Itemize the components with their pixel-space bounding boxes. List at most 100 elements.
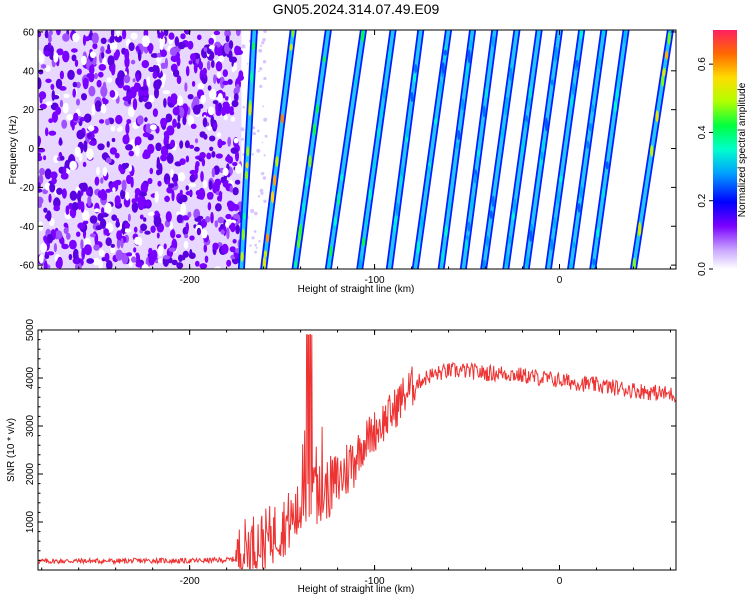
noise-blob bbox=[200, 171, 204, 182]
stripe-hotspot bbox=[427, 165, 431, 175]
noise-blob bbox=[175, 234, 182, 239]
noise-blob bbox=[190, 123, 197, 129]
stripe-hotspot bbox=[484, 87, 489, 99]
noise-blob bbox=[39, 103, 47, 110]
noise-blob bbox=[160, 49, 168, 57]
stripe-hotspot bbox=[525, 253, 529, 268]
stripe-hotspot bbox=[632, 257, 636, 269]
noise-blob bbox=[100, 46, 105, 53]
noise-blob bbox=[203, 244, 208, 253]
noise-speck bbox=[249, 244, 252, 247]
noise-speck bbox=[242, 105, 245, 109]
noise-blob bbox=[156, 79, 162, 87]
noise-blob bbox=[228, 219, 237, 224]
noise-blob bbox=[168, 247, 177, 252]
noise-blob bbox=[118, 126, 123, 132]
noise-blob bbox=[146, 76, 151, 88]
noise-blob bbox=[160, 30, 164, 40]
noise-blob bbox=[127, 91, 133, 98]
noise-blob bbox=[130, 176, 134, 188]
noise-blob bbox=[56, 48, 64, 56]
noise-blob bbox=[163, 98, 167, 108]
noise-blob bbox=[162, 90, 170, 95]
noise-speck bbox=[264, 134, 268, 138]
noise-blob bbox=[40, 64, 47, 69]
noise-blob bbox=[102, 56, 107, 65]
noise-blob bbox=[232, 161, 238, 167]
noise-blob bbox=[89, 215, 98, 224]
stripe-hotspot bbox=[280, 113, 284, 124]
stripe-hotspot bbox=[302, 200, 306, 215]
noise-blob bbox=[177, 95, 183, 107]
stripe-hotspot bbox=[529, 230, 533, 242]
spectrogram-ylabel: Frequency (Hz) bbox=[8, 116, 19, 185]
x-tick-label: 0 bbox=[557, 275, 563, 286]
stripe-2 bbox=[260, 30, 297, 269]
stripe-4 bbox=[324, 30, 367, 269]
colorbar-tick-label: 0.6 bbox=[697, 57, 708, 71]
noise-blob bbox=[52, 95, 60, 100]
noise-blob bbox=[40, 242, 48, 253]
stripe-hotspot bbox=[412, 73, 417, 83]
stripe-inner bbox=[261, 30, 295, 269]
stripe-inner bbox=[568, 30, 606, 269]
stripe-hotspot bbox=[540, 151, 544, 160]
noise-blob bbox=[166, 153, 174, 164]
stripe-hotspot bbox=[467, 49, 471, 64]
noise-blob bbox=[185, 155, 190, 163]
noise-blob bbox=[200, 94, 206, 104]
noise-blob bbox=[135, 261, 144, 268]
noise-speck bbox=[263, 154, 266, 157]
noise-blob bbox=[172, 106, 180, 116]
noise-blob bbox=[86, 189, 91, 196]
noise-blob bbox=[100, 218, 107, 229]
noise-blob bbox=[160, 62, 167, 69]
noise-blob bbox=[196, 227, 202, 236]
y-tick-label: 0 bbox=[28, 144, 34, 155]
stripe-hotspot bbox=[592, 258, 596, 266]
stripe-hotspot bbox=[420, 215, 424, 229]
snr-xlabel: Height of straight line (km) bbox=[298, 584, 415, 595]
noise-blob bbox=[222, 80, 230, 86]
noise-blob bbox=[51, 177, 57, 185]
noise-blob bbox=[164, 132, 170, 142]
stripe-hotspot bbox=[298, 223, 303, 236]
noise-blob bbox=[45, 78, 52, 84]
noise-region bbox=[38, 30, 268, 269]
noise-blob bbox=[71, 48, 78, 53]
noise-blob bbox=[218, 55, 224, 63]
stripe-hotspot bbox=[579, 186, 583, 199]
noise-blob bbox=[194, 146, 200, 152]
noise-blob bbox=[139, 86, 148, 91]
noise-blob bbox=[195, 260, 200, 267]
noise-blob bbox=[157, 245, 164, 257]
stripe-12 bbox=[522, 30, 563, 269]
stripe-hotspot bbox=[623, 30, 627, 44]
stripe-10 bbox=[480, 30, 521, 269]
noise-blob bbox=[225, 213, 232, 220]
noise-blob bbox=[46, 210, 52, 222]
noise-speck bbox=[257, 195, 261, 198]
noise-blob bbox=[217, 93, 223, 102]
noise-blob bbox=[63, 93, 70, 99]
noise-blob bbox=[62, 165, 67, 176]
noise-blob bbox=[128, 260, 133, 268]
noise-speck bbox=[263, 199, 267, 203]
noise-blob bbox=[216, 71, 221, 79]
noise-blob bbox=[89, 233, 96, 238]
noise-blob bbox=[109, 90, 116, 98]
stripe-hotspot bbox=[491, 195, 495, 208]
noise-blob bbox=[192, 96, 200, 107]
noise-blob bbox=[94, 100, 102, 112]
noise-speck bbox=[259, 84, 263, 88]
noise-speck bbox=[241, 137, 245, 141]
noise-speck bbox=[260, 44, 263, 48]
noise-blob bbox=[134, 188, 141, 196]
stripe-hotspot bbox=[410, 91, 414, 103]
noise-blob bbox=[185, 191, 193, 196]
noise-blob bbox=[224, 30, 231, 38]
noise-blob bbox=[91, 32, 99, 45]
noise-blob bbox=[105, 188, 112, 193]
y-tick-label: 60 bbox=[23, 27, 35, 38]
noise-blob bbox=[83, 244, 92, 256]
